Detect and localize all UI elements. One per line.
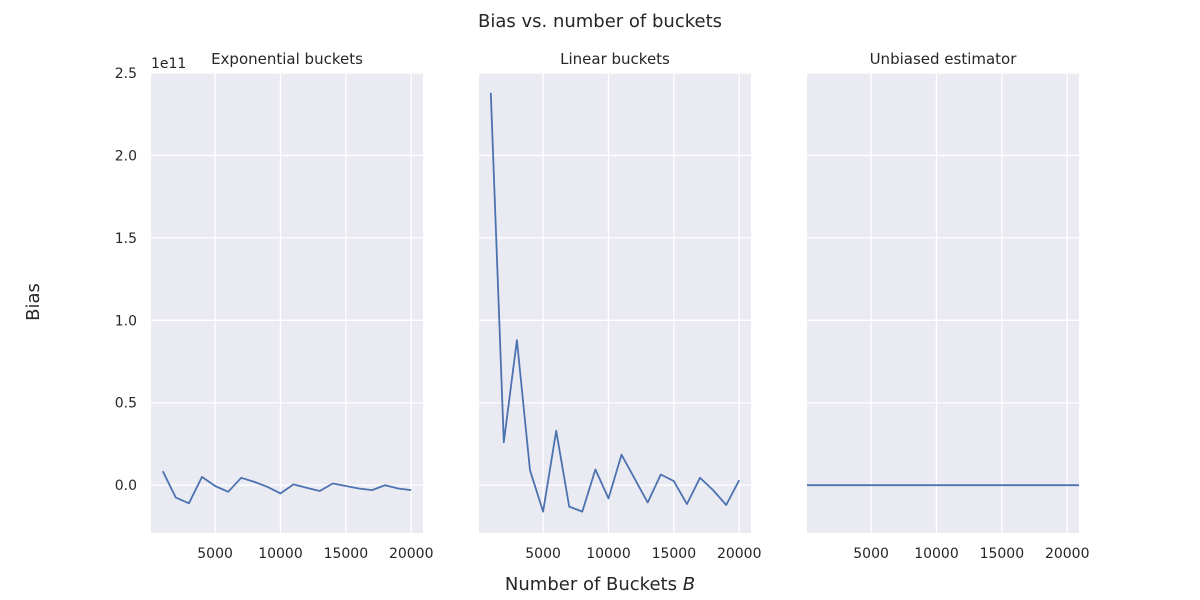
subplot-panels: 0.0 0.5 1.0 1.5 2.0 2.5 5000 10000 15000 20000 Exp… xyxy=(115,50,1090,562)
panel-linear: 5000 10000 15000 20000 Linear buckets xyxy=(479,50,762,562)
plot-area-unbiased xyxy=(807,73,1079,533)
y-tick-label: 2.0 xyxy=(115,148,137,164)
x-tick-label-linear: 10000 xyxy=(586,546,631,562)
x-tick-label-linear: 15000 xyxy=(652,546,697,562)
y-offset-label: 1e11 xyxy=(151,56,186,72)
x-tick-label-exponential: 15000 xyxy=(324,546,369,562)
x-tick-label-exponential: 10000 xyxy=(258,546,303,562)
panel-exponential: 0.0 0.5 1.0 1.5 2.0 2.5 5000 10000 15000 20000 Exp… xyxy=(115,50,434,562)
y-tick-label: 0.5 xyxy=(115,396,137,412)
x-tick-label-linear: 5000 xyxy=(525,546,561,562)
x-tick-label-unbiased: 15000 xyxy=(980,546,1025,562)
panel-unbiased: 5000 10000 15000 20000 Unbiased estimator xyxy=(807,50,1090,562)
figure-title: Bias vs. number of buckets xyxy=(478,11,722,32)
y-tick-label: 2.5 xyxy=(115,66,137,82)
x-tick-label-unbiased: 20000 xyxy=(1045,546,1090,562)
series-line-exponential xyxy=(161,470,412,505)
x-tick-label-unbiased: 5000 xyxy=(853,546,889,562)
x-tick-label-exponential: 20000 xyxy=(389,546,434,562)
x-axis-label: Number of Buckets B xyxy=(505,574,695,595)
panel-title-exponential: Exponential buckets xyxy=(211,50,363,68)
y-tick-label: 0.0 xyxy=(115,478,137,494)
x-axis-label-text: Number of Buckets xyxy=(505,574,677,595)
x-tick-label-linear: 20000 xyxy=(717,546,762,562)
y-tick-label: 1.0 xyxy=(115,313,137,329)
plot-area-linear xyxy=(479,73,751,533)
panel-title-linear: Linear buckets xyxy=(560,50,670,68)
x-tick-label-unbiased: 10000 xyxy=(914,546,959,562)
panel-title-unbiased: Unbiased estimator xyxy=(870,50,1018,68)
y-tick-label: 1.5 xyxy=(115,231,137,247)
plot-area-exponential xyxy=(151,73,423,533)
y-axis-label: Bias xyxy=(23,283,44,321)
x-tick-label-exponential: 5000 xyxy=(197,546,233,562)
x-axis-label-symbol: B xyxy=(683,574,695,595)
series-line-linear xyxy=(489,92,740,513)
